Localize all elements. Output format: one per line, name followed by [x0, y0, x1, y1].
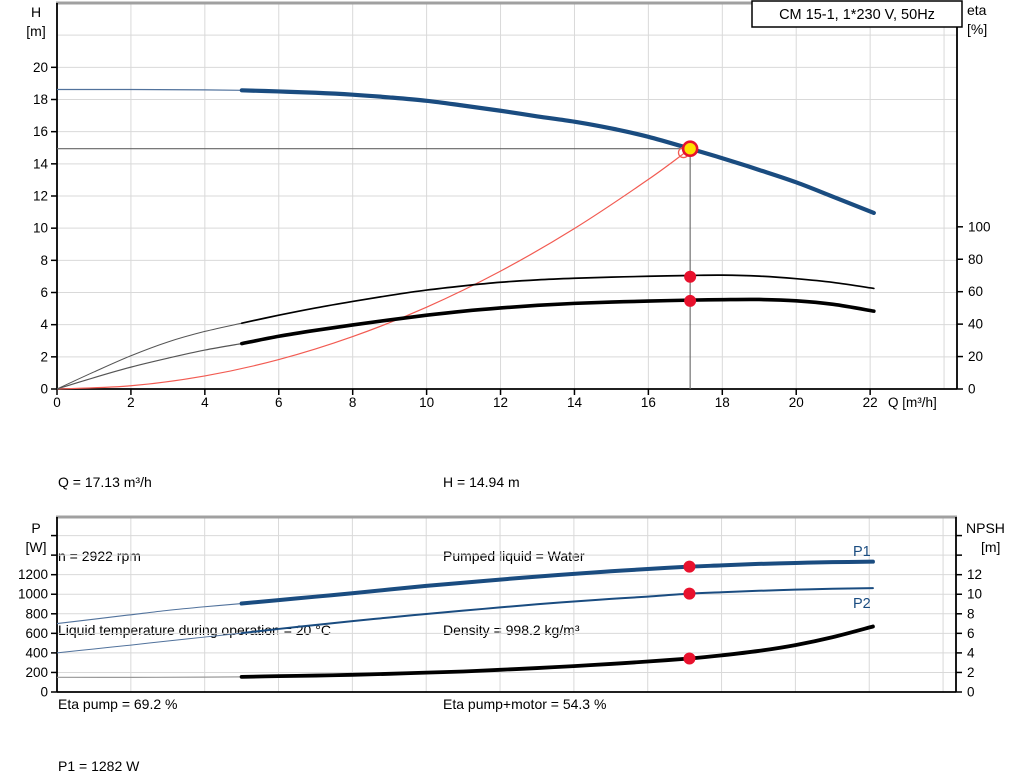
- p2-curve-lead-in: [56, 632, 242, 654]
- head-curve-lead-in: [56, 88, 242, 91]
- right-axis-tick-label: 20: [968, 349, 983, 364]
- right-axis-tick-label: 0: [968, 382, 976, 397]
- x-axis-tick-label: 0: [53, 395, 61, 410]
- x-axis-tick-label: 14: [567, 395, 583, 410]
- left-axis-title: H: [31, 4, 41, 20]
- series-label-p2: P2: [853, 596, 871, 612]
- right-axis-tick-label: 8: [967, 606, 975, 621]
- eta-pump-motor-curve: [240, 297, 876, 346]
- left-axis-tick-label: 16: [33, 124, 48, 139]
- left-axis-tick-label: 200: [25, 665, 48, 680]
- x-axis-tick-label: 2: [127, 395, 135, 410]
- left-axis-tick-label: 14: [33, 156, 49, 171]
- x-axis-tick-label: 16: [641, 395, 656, 410]
- right-axis-tick-label: 100: [968, 219, 991, 234]
- eta-pump-motor-curve-lead-in: [56, 342, 242, 390]
- p1-curve-lead-in: [56, 602, 242, 625]
- right-axis-title: eta: [967, 2, 987, 18]
- duty-eta-pump-text: Eta pump = 69.2 %: [58, 695, 178, 712]
- left-axis-tick-label: 10: [33, 221, 48, 236]
- duty-dot: [683, 587, 696, 600]
- x-axis-tick-label: 8: [349, 395, 357, 410]
- left-axis-tick-label: 0: [40, 382, 48, 397]
- system-curve: [56, 148, 691, 390]
- left-axis-title: [W]: [26, 539, 47, 555]
- left-axis-tick-label: 12: [33, 189, 48, 204]
- duty-liquid-text: Pumped liquid = Water: [443, 547, 585, 564]
- right-axis-tick-label: 80: [968, 252, 983, 267]
- duty-flow-text: Q = 17.13 m³/h: [58, 474, 152, 491]
- right-axis-title: NPSH: [966, 520, 1005, 536]
- duty-p1-text: P1 = 1282 W: [58, 758, 140, 774]
- npsh-curve: [239, 624, 875, 679]
- head-curve: [239, 88, 876, 215]
- right-axis-tick-label: 10: [967, 587, 982, 602]
- left-axis-tick-label: 8: [40, 253, 48, 268]
- left-axis-tick-label: 600: [25, 626, 48, 641]
- left-axis-title: P: [31, 520, 40, 536]
- left-axis-tick-label: 1200: [18, 567, 48, 582]
- right-axis-tick-label: 60: [968, 284, 983, 299]
- x-axis-title: Q [m³/h]: [888, 395, 937, 410]
- duty-dot: [683, 652, 696, 665]
- left-axis-tick-label: 2: [40, 349, 48, 364]
- right-axis-title: [%]: [967, 21, 987, 37]
- duty-dot: [683, 560, 696, 573]
- head-efficiency-chart: 0 2 4 6 8 10 12 14 16 18 20 0 20 40 60 80 100 0 2 4 6 8 10 12 14…: [26, 0, 991, 410]
- eta-pump-curve-lead-in: [56, 322, 242, 390]
- left-axis-tick-label: 1000: [18, 587, 48, 602]
- left-axis-title: [m]: [26, 23, 45, 39]
- right-axis-tick-label: 0: [967, 685, 975, 700]
- x-axis-tick-label: 20: [789, 395, 804, 410]
- right-axis-tick-label: 4: [967, 645, 975, 660]
- x-axis-tick-label: 10: [419, 395, 434, 410]
- right-axis-tick-label: 40: [968, 317, 983, 332]
- series-label-p1: P1: [853, 544, 871, 560]
- x-axis-tick-label: 18: [715, 395, 730, 410]
- right-axis-tick-label: 6: [967, 626, 975, 641]
- duty-info-bottom: P1 = 1282 W P2 = 1006 W NPSH = 3.43 m: [58, 704, 156, 781]
- duty-dot: [684, 294, 697, 307]
- duty-point: [681, 140, 699, 158]
- right-axis-title: [m]: [981, 539, 1000, 555]
- left-axis-tick-label: 18: [33, 92, 48, 107]
- duty-head-text: H = 14.94 m: [443, 474, 520, 491]
- pump-title: CM 15-1, 1*230 V, 50Hz: [779, 7, 935, 23]
- duty-eta-pump-motor-text: Eta pump+motor = 54.3 %: [443, 695, 607, 712]
- duty-dot: [684, 270, 697, 283]
- p2-curve: [240, 587, 874, 635]
- x-axis-tick-label: 6: [275, 395, 283, 410]
- left-axis-tick-label: 4: [40, 317, 48, 332]
- x-axis-tick-label: 4: [201, 395, 209, 410]
- left-axis-tick-label: 6: [40, 285, 48, 300]
- eta-pump-curve: [240, 274, 875, 325]
- pump-title-box: [751, 0, 963, 28]
- power-npsh-chart: 0 200 400 600 800 1000 1200 0 2 4 6 8 10 12 P [W] NPSH [m…: [18, 515, 1005, 700]
- left-axis-tick-label: 20: [33, 60, 48, 75]
- right-axis-tick-label: 2: [967, 665, 975, 680]
- x-axis-tick-label: 12: [493, 395, 508, 410]
- p1-curve: [239, 559, 875, 606]
- left-axis-tick-label: 400: [25, 645, 48, 660]
- left-axis-tick-label: 800: [25, 606, 48, 621]
- x-axis-tick-label: 22: [863, 395, 878, 410]
- left-axis-tick-label: 0: [40, 685, 48, 700]
- duty-speed-text: n = 2922 rpm: [58, 547, 141, 564]
- npsh-curve-lead-in: [56, 676, 242, 678]
- right-axis-tick-label: 12: [967, 567, 982, 582]
